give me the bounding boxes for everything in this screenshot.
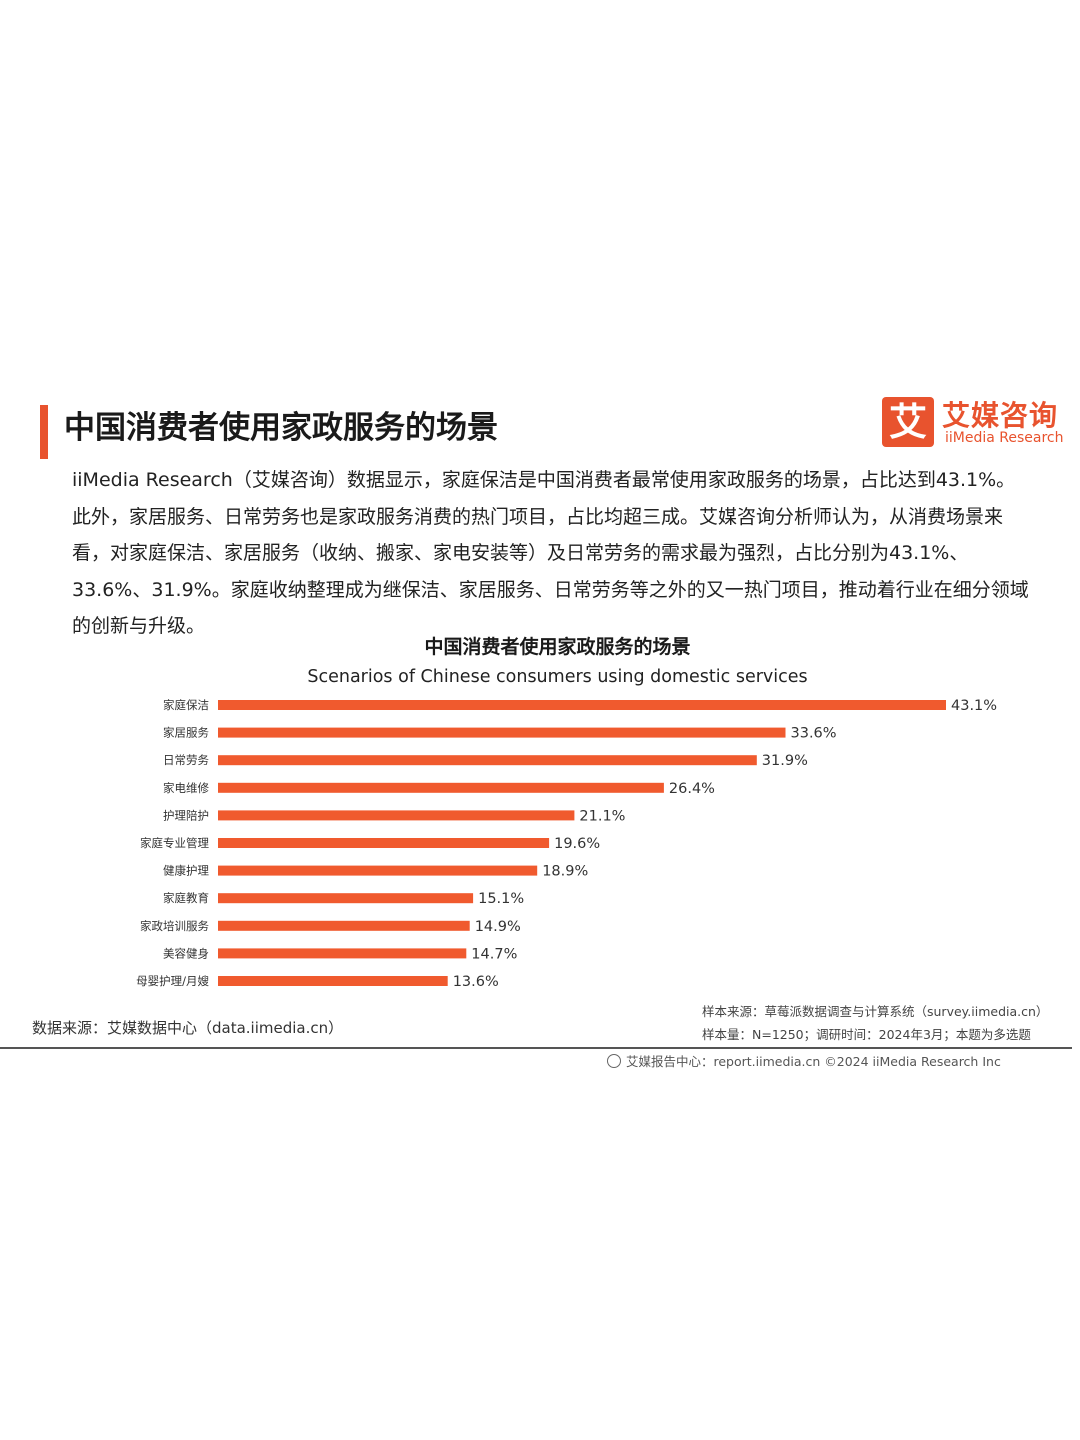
bar [218,838,550,848]
data-source: 数据来源：艾媒数据中心（data.iimedia.cn） [32,1019,344,1037]
logo: 艾 艾媒咨询 iiMedia Research [882,394,1067,450]
bar [218,865,538,876]
bar [218,700,946,710]
value-label: 21.1% [579,808,625,824]
value-label: 33.6% [791,726,837,742]
value-label: 14.7% [471,946,517,962]
value-label: 18.9% [542,864,588,880]
category-label: 日常劳务 [163,753,209,767]
category-label: 健康护理 [163,864,209,878]
bar [218,782,664,793]
chart-subtitle: Scenarios of Chinese consumers using dom… [307,667,808,687]
bar [218,810,575,821]
category-label: 家庭保洁 [163,698,209,712]
bar [218,948,467,959]
category-label: 护理陪护 [163,808,209,822]
value-label: 43.1% [951,698,997,714]
category-label: 美容健身 [163,946,209,960]
category-label: 家庭教育 [163,891,209,905]
value-label: 26.4% [669,781,715,797]
footer-divider [0,1047,1072,1049]
intro-paragraph: iiMedia Research（艾媒咨询）数据显示，家庭保洁是中国消费者最常使… [72,469,1029,637]
logo-name-cn: 艾媒咨询 [942,399,1059,432]
category-label: 家居服务 [163,726,209,740]
sample-info: 样本量：N=1250；调研时间：2024年3月；本题为多选题 [702,1027,1031,1042]
bar [218,976,448,986]
value-label: 15.1% [478,891,524,907]
bar [218,727,786,738]
bar [218,755,757,766]
logo-mark-icon: 艾 [882,397,934,447]
value-label: 31.9% [762,753,808,769]
value-label: 13.6% [453,974,499,990]
category-label: 家庭专业管理 [140,836,209,850]
footer: 艾媒报告中心：report.iimedia.cn ©2024 iiMedia R… [607,1051,1001,1070]
category-label: 母婴护理/月嫂 [136,974,209,988]
sample-source: 样本来源：草莓派数据调查与计算系统（survey.iimedia.cn） [702,1004,1049,1019]
category-label: 家政培训服务 [140,919,209,933]
logo-name-en: iiMedia Research [945,430,1064,446]
footer-text: 艾媒报告中心：report.iimedia.cn ©2024 iiMedia R… [626,1054,1001,1069]
value-label: 19.6% [554,836,600,852]
bar [218,893,474,904]
value-label: 14.9% [475,919,521,935]
globe-icon [607,1054,621,1068]
bar-chart: 家庭保洁 43.1% 家居服务 33.6% 日常劳务 31.9% 家电维修 26.4% 护理陪护… [136,698,997,990]
category-label: 家电维修 [163,781,209,795]
page-title: 中国消费者使用家政服务的场景 [40,405,498,459]
bar [218,920,470,931]
chart-title: 中国消费者使用家政服务的场景 [424,636,691,658]
